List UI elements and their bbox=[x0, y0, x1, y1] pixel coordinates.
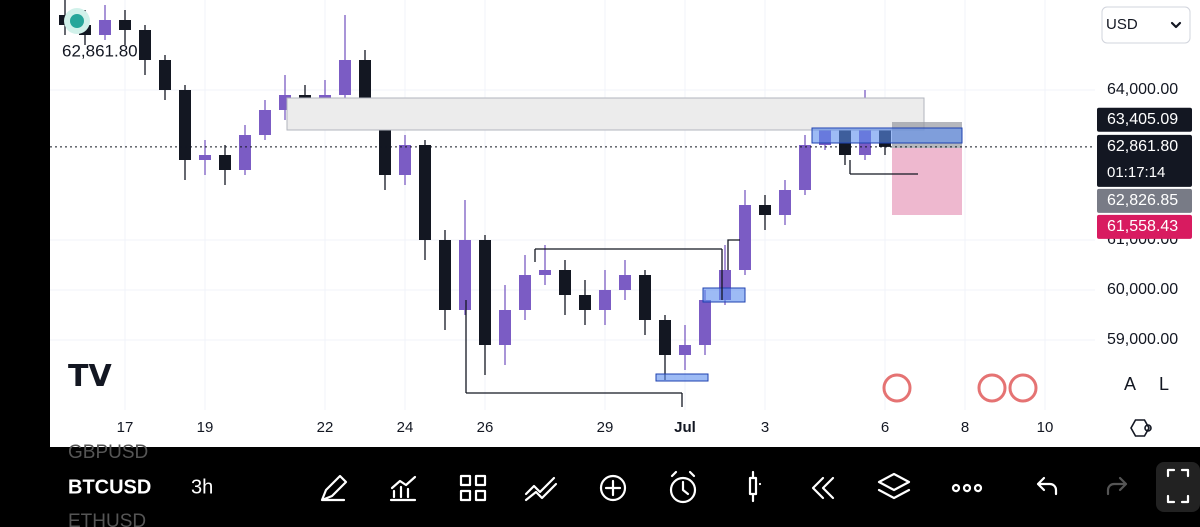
candle-body bbox=[799, 145, 811, 190]
redo bbox=[1106, 476, 1128, 496]
logo: 𝗧𝗩 bbox=[68, 360, 112, 393]
compare[interactable] bbox=[524, 476, 558, 502]
candle-body bbox=[779, 190, 791, 215]
auto-scale-button[interactable]: A bbox=[1124, 374, 1136, 394]
candle-body bbox=[699, 300, 711, 345]
event-flag[interactable] bbox=[882, 373, 912, 403]
x-tick-label: 26 bbox=[477, 419, 494, 436]
candle-body bbox=[179, 90, 191, 160]
price-tag-label: 62,861.80 bbox=[1107, 138, 1178, 155]
x-tick-label: 10 bbox=[1037, 419, 1054, 436]
candle-body bbox=[159, 60, 171, 90]
fullscreen-icon bbox=[1166, 468, 1190, 504]
candle-body bbox=[519, 275, 531, 310]
add[interactable] bbox=[599, 474, 627, 502]
currency-dropdown[interactable] bbox=[1101, 6, 1191, 44]
dropdown-arrow bbox=[1170, 21, 1182, 29]
undo[interactable] bbox=[1036, 476, 1058, 496]
candle-body bbox=[219, 155, 231, 170]
y-tick-label: 64,000.00 bbox=[1107, 81, 1178, 98]
candle-body bbox=[339, 60, 351, 95]
x-tick-label: 24 bbox=[397, 419, 414, 436]
candle-body bbox=[679, 345, 691, 355]
candle-body bbox=[619, 275, 631, 290]
candle-body bbox=[259, 110, 271, 135]
fullscreen-button[interactable] bbox=[1156, 462, 1200, 512]
x-tick-label: 8 bbox=[961, 419, 969, 436]
x-tick-label: 19 bbox=[197, 419, 214, 436]
candle-body bbox=[399, 145, 411, 175]
candle-body bbox=[439, 240, 451, 310]
chart-background bbox=[50, 0, 1200, 447]
countdown: 01:17:14 bbox=[1107, 164, 1165, 181]
alert[interactable] bbox=[669, 470, 697, 504]
candle-body bbox=[579, 295, 591, 310]
x-tick-label: Jul bbox=[674, 419, 696, 436]
more[interactable] bbox=[951, 483, 983, 493]
price-tag bbox=[1097, 107, 1192, 132]
indicators[interactable] bbox=[389, 475, 417, 502]
candle-body bbox=[139, 30, 151, 60]
drawings bbox=[286, 97, 963, 407]
candle-body bbox=[559, 270, 571, 295]
price-tag bbox=[1097, 214, 1192, 239]
candle-body bbox=[659, 320, 671, 355]
event-flag[interactable] bbox=[1008, 373, 1038, 403]
candle-body bbox=[459, 240, 471, 310]
x-tick-label: 6 bbox=[881, 419, 889, 436]
x-tick-label: 17 bbox=[117, 419, 134, 436]
last-price: 62,861.80 bbox=[62, 41, 138, 60]
price-tag bbox=[1097, 134, 1192, 187]
zone bbox=[811, 127, 963, 144]
candle-body bbox=[639, 275, 651, 320]
layouts[interactable] bbox=[459, 474, 487, 502]
x-tick-label: 3 bbox=[761, 419, 769, 436]
zone bbox=[702, 287, 746, 303]
candle-body bbox=[99, 20, 111, 35]
candle-body bbox=[239, 135, 251, 170]
log-scale-button[interactable]: L bbox=[1159, 374, 1169, 394]
replay[interactable] bbox=[811, 476, 835, 500]
draw-tool[interactable] bbox=[320, 474, 348, 502]
price-tag-label: 61,558.43 bbox=[1107, 218, 1178, 235]
next-symbol: ETHUSD bbox=[68, 511, 146, 527]
settings-dot bbox=[1144, 424, 1152, 432]
y-tick-label: 59,000.00 bbox=[1107, 331, 1178, 348]
candle-body bbox=[539, 270, 551, 275]
zone bbox=[286, 97, 925, 131]
candle-body bbox=[479, 240, 491, 345]
candle-body bbox=[199, 155, 211, 160]
event-flag[interactable] bbox=[977, 373, 1007, 403]
candle-body bbox=[599, 290, 611, 310]
layers[interactable] bbox=[877, 472, 911, 500]
x-tick-label: 22 bbox=[317, 419, 334, 436]
candle-body bbox=[759, 205, 771, 215]
candle-body bbox=[419, 145, 431, 240]
zone bbox=[655, 373, 709, 382]
y-tick-label: 60,000.00 bbox=[1107, 281, 1178, 298]
grid bbox=[50, 0, 1095, 410]
status-dot bbox=[70, 14, 84, 28]
x-tick-label: 29 bbox=[597, 419, 614, 436]
price-tag bbox=[1097, 188, 1192, 213]
plot bbox=[50, 0, 1095, 410]
prev-symbol: GBPUSD bbox=[68, 442, 148, 463]
price-tag-label: 62,826.85 bbox=[1107, 192, 1178, 209]
symbol-button[interactable]: BTCUSD bbox=[68, 476, 151, 498]
candle-body bbox=[499, 310, 511, 345]
currency-label: USD bbox=[1106, 16, 1138, 33]
settings-button[interactable] bbox=[1130, 419, 1150, 437]
toolbar-icons bbox=[320, 462, 1200, 512]
candle-body bbox=[119, 20, 131, 30]
trend-lines bbox=[465, 160, 918, 407]
interval-button[interactable]: 3h bbox=[191, 476, 213, 498]
chart-type[interactable] bbox=[748, 470, 762, 503]
candle-body bbox=[739, 205, 751, 270]
zone bbox=[892, 148, 962, 215]
price-tag-label: 63,405.09 bbox=[1107, 111, 1178, 128]
